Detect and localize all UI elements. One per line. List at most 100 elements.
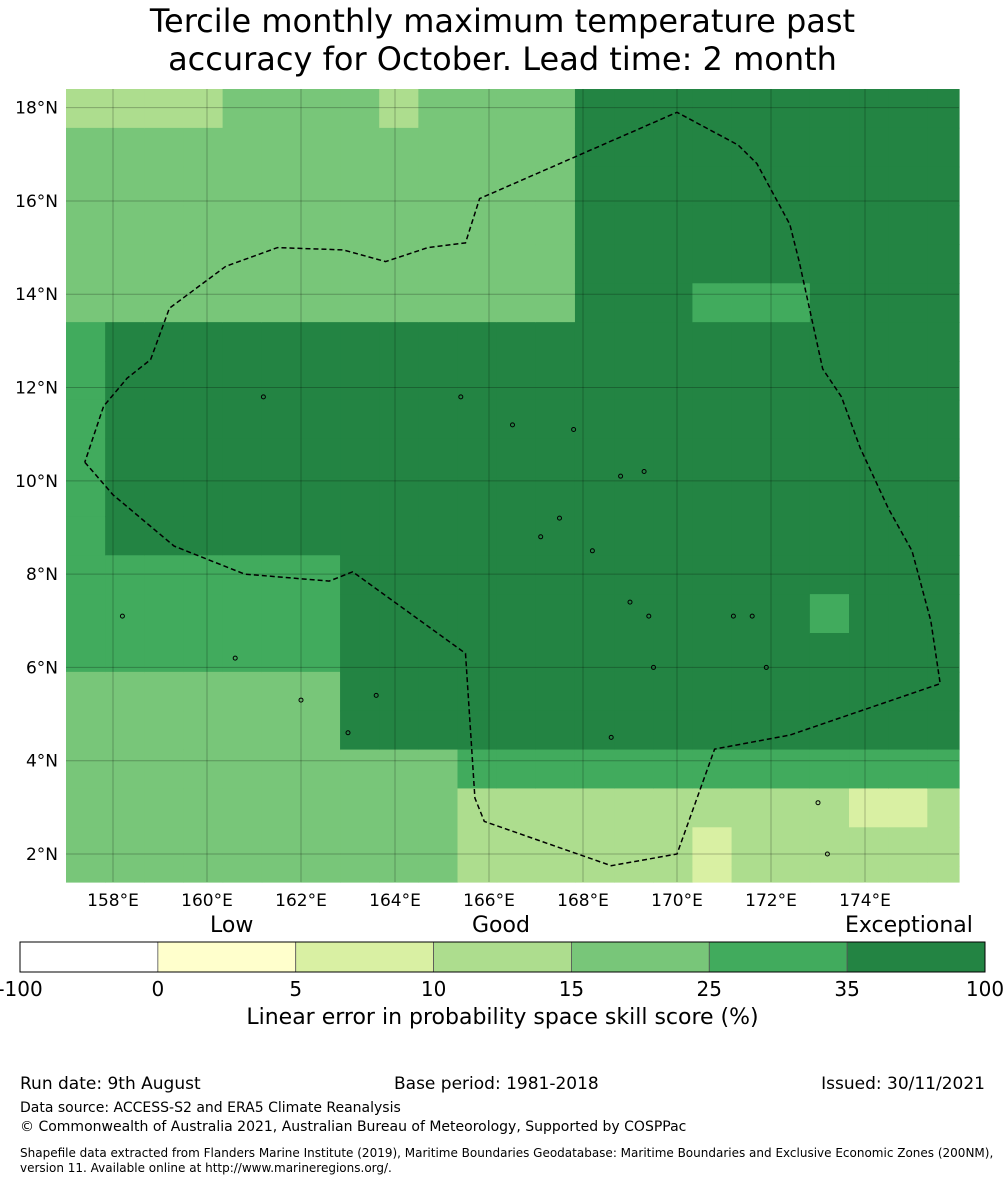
grid-cell: [574, 166, 615, 207]
grid-cell: [183, 671, 224, 712]
grid-cell: [105, 671, 145, 712]
grid-cell: [574, 322, 615, 362]
grid-cell: [614, 89, 654, 129]
grid-cell: [614, 477, 654, 518]
grid-cell: [496, 555, 537, 595]
grid-cell: [496, 788, 537, 828]
grid-cell: [653, 594, 694, 634]
grid-cell: [849, 866, 889, 883]
grid-cell: [300, 283, 341, 323]
grid-cell: [770, 477, 811, 518]
grid-cell: [535, 633, 576, 673]
grid-cell: [692, 555, 733, 595]
grid-cell: [379, 633, 419, 673]
longitude-tick-label: 170°E: [651, 891, 703, 911]
grid-cell: [692, 361, 733, 401]
grid-cell: [300, 399, 341, 440]
grid-cell: [849, 438, 889, 479]
grid-cell: [105, 788, 145, 828]
grid-cell: [731, 671, 772, 712]
grid-cell: [614, 594, 654, 634]
island-outline: [538, 534, 544, 540]
grid-cell: [692, 399, 733, 440]
grid-cell: [457, 827, 498, 867]
grid-cell: [379, 477, 419, 518]
island-outline: [641, 469, 647, 475]
grid-cell: [379, 749, 419, 790]
grid-cell: [222, 438, 263, 479]
longitude-tick-label: 164°E: [369, 891, 421, 911]
grid-cell: [144, 244, 185, 284]
title-line-2: accuracy for October. Lead time: 2 month: [168, 40, 837, 78]
grid-cell: [535, 827, 576, 867]
grid-cell: [614, 322, 654, 362]
grid-cell: [731, 438, 772, 479]
colorbar-label: Linear error in probability space skill …: [246, 1005, 759, 1030]
grid-cell: [261, 516, 302, 556]
grid-cell: [496, 671, 537, 712]
grid-cell: [535, 244, 576, 284]
grid-cell: [888, 205, 928, 246]
title-line-1: Tercile monthly maximum temperature past: [149, 2, 856, 40]
copyright: © Commonwealth of Australia 2021, Austra…: [20, 1119, 687, 1135]
island-outline: [373, 692, 379, 698]
grid-cell: [105, 166, 145, 207]
grid-cell: [105, 361, 145, 401]
grid-cell: [692, 866, 733, 883]
grid-cell: [849, 594, 889, 634]
grid-cell: [849, 399, 889, 440]
grid-cell: [66, 594, 106, 634]
grid-cell: [66, 166, 106, 207]
grid-cell: [692, 671, 733, 712]
grid-cell: [418, 710, 459, 751]
grid-cell: [888, 244, 928, 284]
grid-cell: [222, 594, 263, 634]
grid-cell: [261, 710, 302, 751]
grid-cell: [927, 283, 960, 323]
grid-cell: [300, 166, 341, 207]
grid-cell: [770, 788, 811, 828]
grid-cell: [457, 516, 498, 556]
grid-cell: [66, 555, 106, 595]
grid-cell: [731, 866, 772, 883]
grid-cell: [692, 788, 733, 828]
grid-cell: [144, 322, 185, 362]
grid-cell: [849, 244, 889, 284]
grid-cell: [731, 516, 772, 556]
grid-cell: [144, 127, 185, 168]
grid-cell: [692, 322, 733, 362]
grid-cell: [535, 516, 576, 556]
grid-cell: [457, 633, 498, 673]
island-outline: [510, 422, 515, 428]
grid-cell: [731, 283, 772, 323]
grid-cell: [340, 322, 380, 362]
grid-cell: [379, 594, 419, 634]
grid-cell: [888, 283, 928, 323]
grid-cell: [731, 788, 772, 828]
grid-cell: [340, 866, 380, 883]
grid-cell: [770, 671, 811, 712]
grid-cell: [457, 594, 498, 634]
grid-cell: [418, 633, 459, 673]
grid-cell: [535, 594, 576, 634]
grid-cell: [340, 555, 380, 595]
grid-cell: [574, 438, 615, 479]
grid-cell: [692, 283, 733, 323]
grid-cell: [731, 555, 772, 595]
grid-cell: [927, 205, 960, 246]
grid-cell: [183, 322, 224, 362]
grid-cell: [144, 866, 185, 883]
grid-cell: [457, 166, 498, 207]
grid-cell: [496, 827, 537, 867]
grid-cell: [535, 866, 576, 883]
grid-cell: [144, 633, 185, 673]
grid-cell: [770, 438, 811, 479]
grid-cell: [222, 361, 263, 401]
grid-cell: [535, 361, 576, 401]
grid-cell: [614, 244, 654, 284]
grid-cell: [457, 127, 498, 168]
grid-cell: [300, 827, 341, 867]
grid-cell: [261, 399, 302, 440]
grid-cell: [731, 361, 772, 401]
grid-cell: [105, 866, 145, 883]
